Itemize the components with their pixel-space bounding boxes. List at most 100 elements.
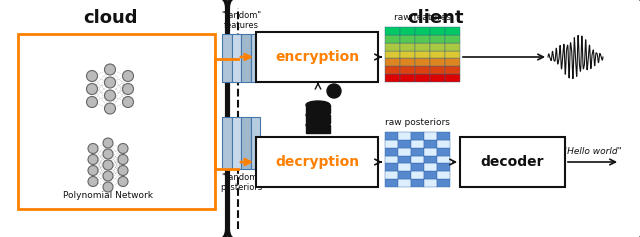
Circle shape (88, 143, 98, 154)
Bar (415, 74, 430, 82)
Text: decryption: decryption (275, 155, 359, 169)
Circle shape (104, 90, 115, 101)
Bar (411, 140, 424, 148)
Bar (241, 117, 250, 169)
Bar (415, 27, 430, 35)
Bar (437, 140, 450, 148)
Bar (398, 155, 411, 164)
Bar (250, 117, 260, 169)
Bar (411, 164, 424, 171)
Circle shape (103, 138, 113, 148)
Bar (385, 50, 400, 59)
Bar (398, 148, 411, 155)
Text: Polynomial Network: Polynomial Network (63, 191, 153, 200)
Bar (306, 115, 330, 123)
FancyBboxPatch shape (228, 0, 640, 237)
Bar (415, 35, 430, 43)
Circle shape (118, 177, 128, 187)
Bar (400, 66, 415, 74)
Bar (385, 27, 400, 35)
Bar (437, 148, 450, 155)
Text: raw features: raw features (394, 13, 451, 22)
Bar (424, 164, 437, 171)
Bar (385, 59, 400, 66)
Bar (18, 34, 215, 209)
Text: cloud: cloud (83, 9, 137, 27)
Circle shape (122, 83, 134, 95)
Bar (400, 50, 415, 59)
Bar (241, 34, 250, 82)
Circle shape (103, 149, 113, 159)
Text: client: client (408, 9, 464, 27)
Bar (385, 74, 400, 82)
Bar (250, 34, 260, 82)
Bar (400, 35, 415, 43)
FancyBboxPatch shape (0, 0, 227, 237)
Bar (445, 43, 460, 50)
Bar (430, 27, 445, 35)
Text: "Hello world": "Hello world" (563, 147, 622, 156)
Ellipse shape (306, 121, 330, 129)
Bar (460, 137, 565, 187)
Bar (430, 50, 445, 59)
Circle shape (103, 182, 113, 192)
Bar (232, 34, 241, 82)
Circle shape (103, 171, 113, 181)
Ellipse shape (306, 111, 330, 119)
Bar (400, 74, 415, 82)
Bar (424, 171, 437, 179)
Circle shape (118, 155, 128, 164)
Circle shape (118, 165, 128, 176)
Bar (437, 132, 450, 140)
Bar (398, 171, 411, 179)
Bar (445, 35, 460, 43)
Text: "random"
posteriors: "random" posteriors (220, 173, 262, 192)
Bar (256, 137, 378, 187)
Bar (437, 171, 450, 179)
Circle shape (104, 77, 115, 88)
Bar (411, 155, 424, 164)
Bar (445, 74, 460, 82)
Bar (411, 171, 424, 179)
Circle shape (327, 84, 341, 98)
Bar (445, 59, 460, 66)
Bar (445, 66, 460, 74)
Circle shape (86, 96, 97, 108)
Bar (306, 125, 330, 133)
Bar (385, 132, 398, 140)
Bar (424, 140, 437, 148)
Bar (256, 32, 378, 82)
Bar (398, 132, 411, 140)
Bar (400, 27, 415, 35)
Bar (385, 43, 400, 50)
Bar (445, 50, 460, 59)
Bar (411, 179, 424, 187)
Bar (385, 179, 398, 187)
Bar (424, 148, 437, 155)
Bar (415, 66, 430, 74)
Bar (411, 148, 424, 155)
Bar (424, 155, 437, 164)
Circle shape (103, 160, 113, 170)
Bar (415, 50, 430, 59)
Bar (430, 43, 445, 50)
Bar (385, 164, 398, 171)
Text: encryption: encryption (275, 50, 359, 64)
Bar (398, 164, 411, 171)
Bar (424, 179, 437, 187)
Bar (398, 179, 411, 187)
Ellipse shape (306, 101, 330, 109)
Bar (424, 132, 437, 140)
Text: raw posteriors: raw posteriors (385, 118, 450, 127)
Circle shape (118, 143, 128, 154)
Bar (445, 27, 460, 35)
Bar (398, 140, 411, 148)
Bar (430, 66, 445, 74)
Bar (385, 35, 400, 43)
Bar (385, 66, 400, 74)
Bar (415, 59, 430, 66)
Text: secret key: secret key (296, 147, 344, 156)
Bar (400, 59, 415, 66)
Bar (400, 43, 415, 50)
Bar (385, 140, 398, 148)
